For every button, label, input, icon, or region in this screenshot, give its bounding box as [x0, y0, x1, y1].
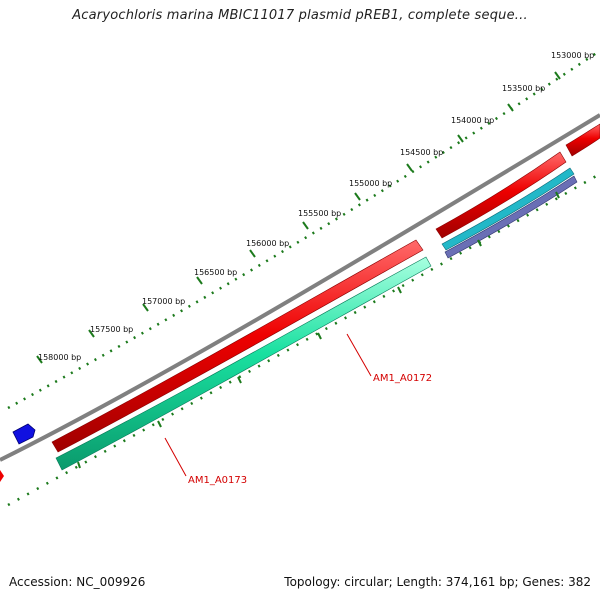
- gene-label-am1-a0172[interactable]: AM1_A0172: [373, 373, 432, 384]
- gene-label-am1-a0173[interactable]: AM1_A0173: [188, 475, 247, 486]
- scale-label-153500: 153500 bp: [502, 84, 545, 93]
- backbone: [0, 113, 600, 462]
- blue-feature-marker[interactable]: [12, 423, 36, 445]
- scale-label-154000: 154000 bp: [451, 116, 494, 125]
- gene-forward-right[interactable]: [435, 151, 567, 239]
- scale-label-158000: 158000 bp: [38, 353, 81, 362]
- gene-forward-left-edge[interactable]: [0, 470, 4, 482]
- gene-forward-edge[interactable]: [565, 123, 600, 157]
- inner-ring: [7, 173, 599, 507]
- gene-cyan-feature[interactable]: [441, 167, 575, 251]
- accession-text: Accession: NC_009926: [9, 575, 146, 589]
- scale-ring: [7, 50, 599, 410]
- scale-label-157500: 157500 bp: [90, 325, 133, 334]
- map-title: Acaryochloris marina MBIC11017 plasmid p…: [72, 8, 528, 23]
- scale-label-154500: 154500 bp: [400, 148, 443, 157]
- scale-label-156500: 156500 bp: [194, 268, 237, 277]
- scale-label-155000: 155000 bp: [349, 179, 392, 188]
- scale-label-157000: 157000 bp: [142, 297, 185, 306]
- inner-ring-ticks: [77, 191, 560, 469]
- gene-purple-feature[interactable]: [444, 175, 578, 259]
- scale-ticks: [36, 71, 561, 364]
- leader-line-a0172: [346, 333, 372, 377]
- scale-label-155500: 155500 bp: [298, 209, 341, 218]
- scale-label-153000: 153000 bp: [551, 51, 594, 60]
- sequence-summary: Topology: circular; Length: 374,161 bp; …: [284, 575, 591, 589]
- scale-label-156000: 156000 bp: [246, 239, 289, 248]
- gene-am1-a0173-forward[interactable]: [51, 239, 424, 453]
- leader-line-a0173: [164, 437, 187, 477]
- gene-am1-a0172-reverse[interactable]: [55, 256, 432, 471]
